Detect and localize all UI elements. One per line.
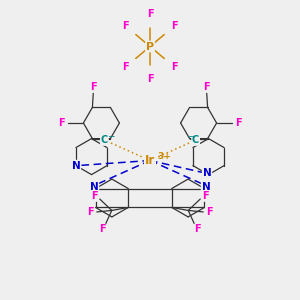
Text: F: F bbox=[58, 118, 65, 128]
Text: F: F bbox=[122, 21, 129, 31]
Text: F: F bbox=[206, 207, 212, 217]
Text: F: F bbox=[202, 191, 209, 201]
Text: 3+: 3+ bbox=[158, 152, 171, 161]
Text: Ir: Ir bbox=[145, 154, 155, 167]
Text: F: F bbox=[171, 62, 178, 72]
Text: F: F bbox=[90, 82, 97, 92]
Text: −: − bbox=[186, 131, 194, 140]
Text: F: F bbox=[203, 82, 210, 92]
Text: C: C bbox=[192, 135, 199, 145]
Text: F: F bbox=[171, 21, 178, 31]
Text: N: N bbox=[202, 182, 210, 192]
Text: F: F bbox=[147, 9, 153, 20]
Text: F: F bbox=[88, 207, 94, 217]
Text: −: − bbox=[107, 131, 114, 140]
Text: F: F bbox=[194, 224, 201, 234]
Text: F: F bbox=[147, 74, 153, 84]
Text: F: F bbox=[122, 62, 129, 72]
Text: F: F bbox=[99, 224, 106, 234]
Text: F: F bbox=[235, 118, 242, 128]
Text: P: P bbox=[146, 41, 154, 52]
Text: F: F bbox=[91, 191, 98, 201]
Text: N: N bbox=[71, 160, 80, 171]
Text: C: C bbox=[101, 135, 108, 145]
Text: N: N bbox=[90, 182, 98, 192]
Text: N: N bbox=[202, 168, 211, 178]
